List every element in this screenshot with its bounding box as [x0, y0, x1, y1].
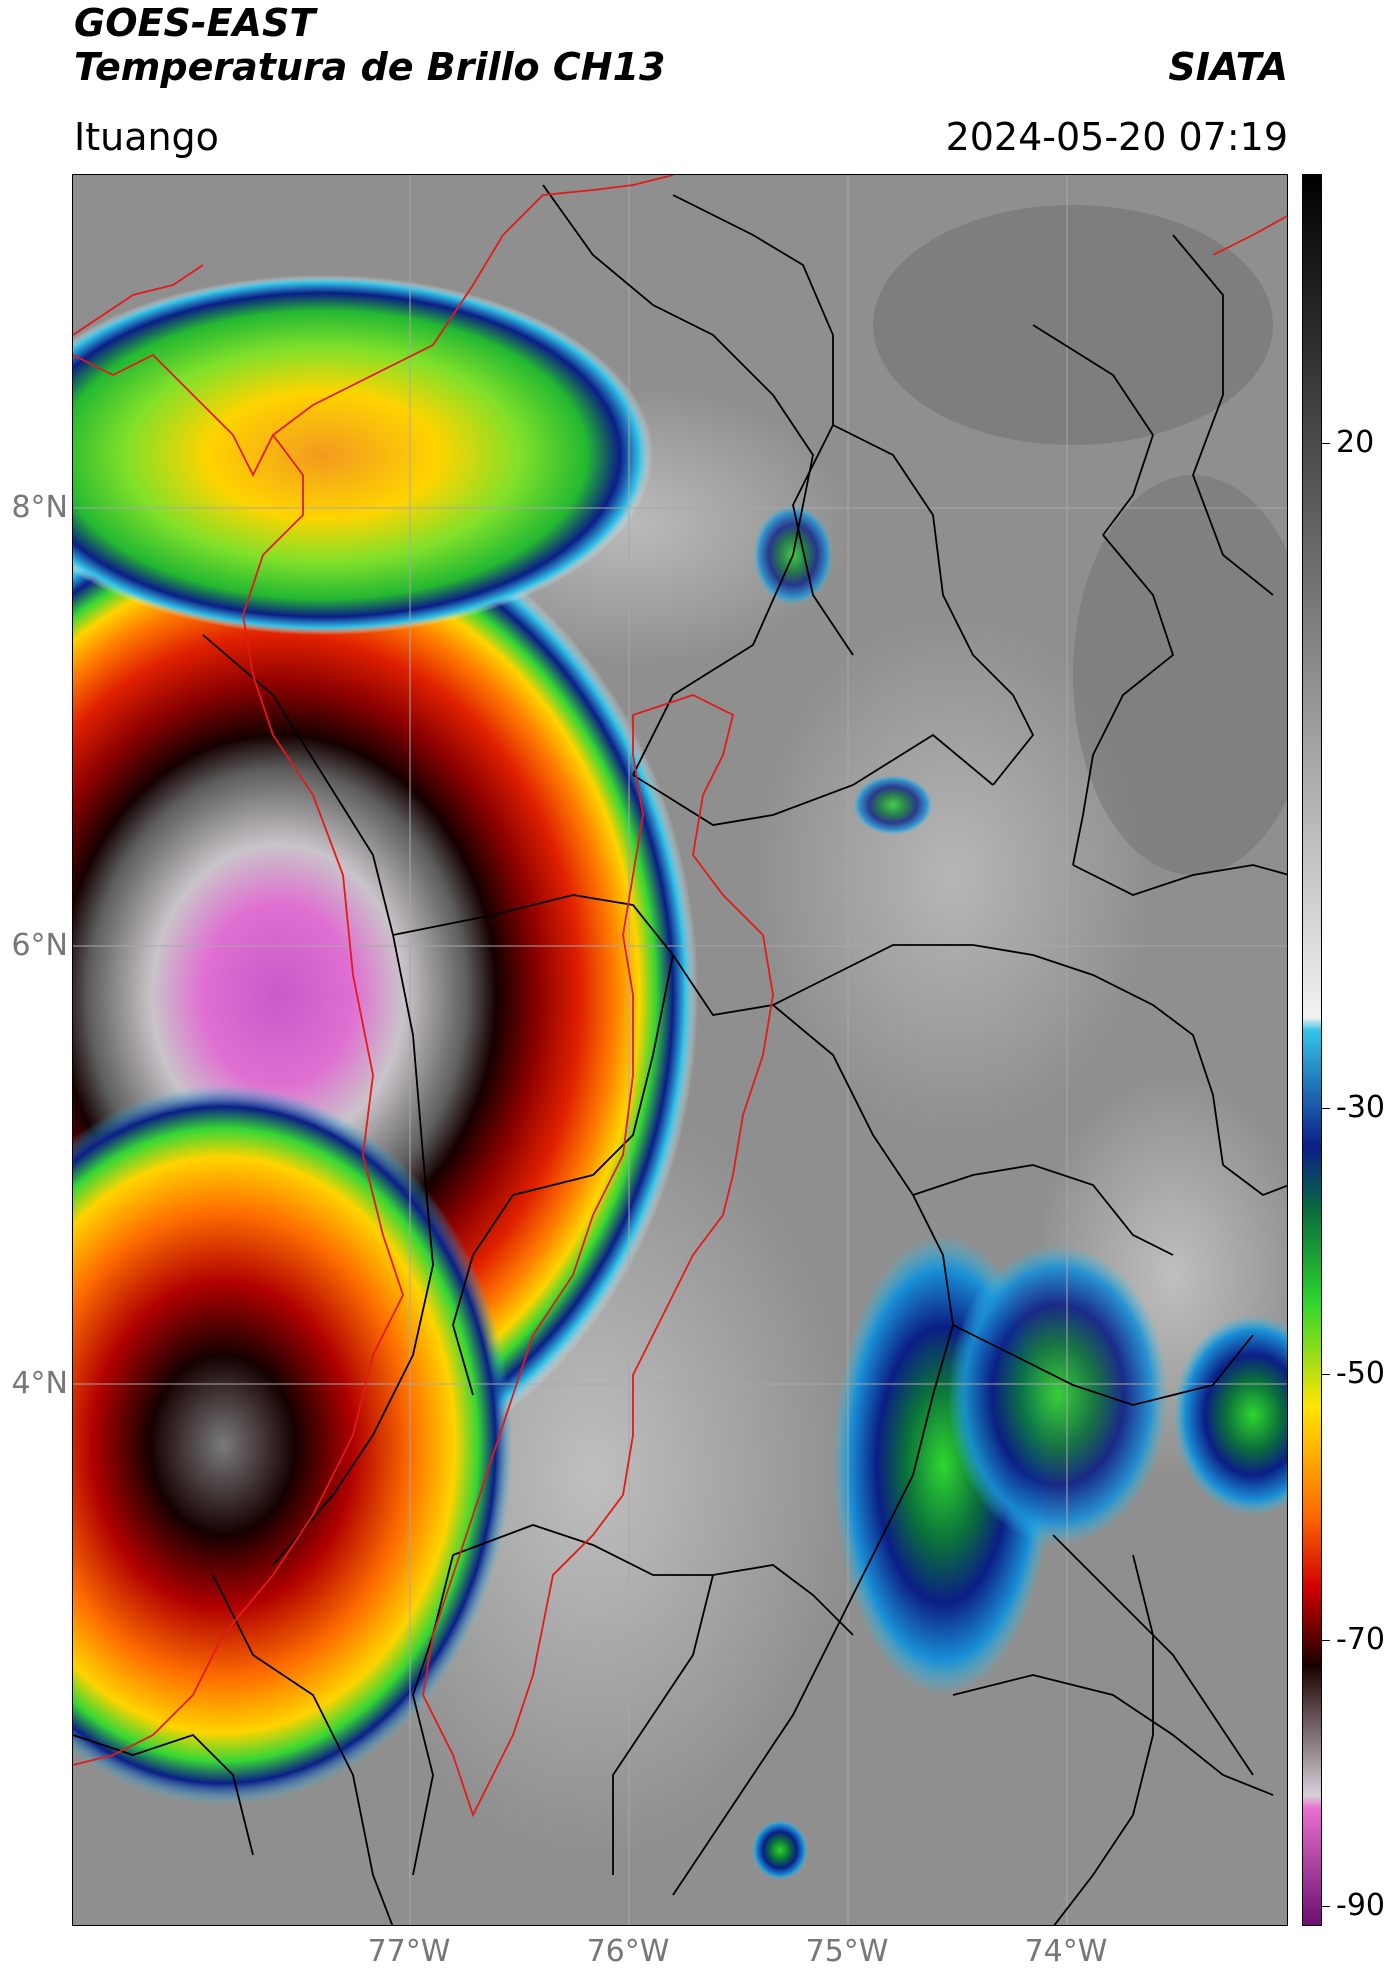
colorbar-label-minus30: -30: [1336, 1090, 1384, 1125]
department-borders: [73, 184, 1287, 1925]
lat-label-8n: 8°N: [11, 490, 68, 525]
location-label: Ituango: [74, 115, 219, 159]
lon-label-76w: 76°W: [586, 1934, 670, 1969]
basin-outlines: [73, 175, 1287, 1818]
colorbar-tick: [1322, 1640, 1330, 1641]
brand-label: SIATA: [1168, 45, 1288, 89]
datetime-label: 2024-05-20 07:19: [945, 115, 1288, 159]
lon-label-77w: 77°W: [367, 1934, 451, 1969]
colorbar-tick: [1322, 1374, 1330, 1375]
temperature-colorbar: [1302, 174, 1322, 1926]
lon-label-75w: 75°W: [805, 1934, 889, 1969]
colorbar-tick: [1322, 443, 1330, 444]
colorbar-label-minus90: -90: [1336, 1888, 1384, 1923]
product-title: GOES-EAST: [74, 1, 316, 45]
colorbar-label-minus70: -70: [1336, 1622, 1384, 1657]
lat-label-4n: 4°N: [11, 1366, 68, 1401]
lat-label-6n: 6°N: [11, 928, 68, 963]
satellite-map: [72, 174, 1288, 1926]
colorbar-label-minus50: -50: [1336, 1356, 1384, 1391]
product-subtitle: Temperatura de Brillo CH13: [74, 45, 666, 89]
graticule: [73, 175, 1287, 1925]
colorbar-label-20: 20: [1336, 425, 1375, 460]
colorbar-tick: [1322, 1108, 1330, 1109]
colorbar-tick: [1322, 1906, 1330, 1907]
brightness-temperature-image: [73, 175, 1287, 1925]
lon-label-74w: 74°W: [1024, 1934, 1108, 1969]
